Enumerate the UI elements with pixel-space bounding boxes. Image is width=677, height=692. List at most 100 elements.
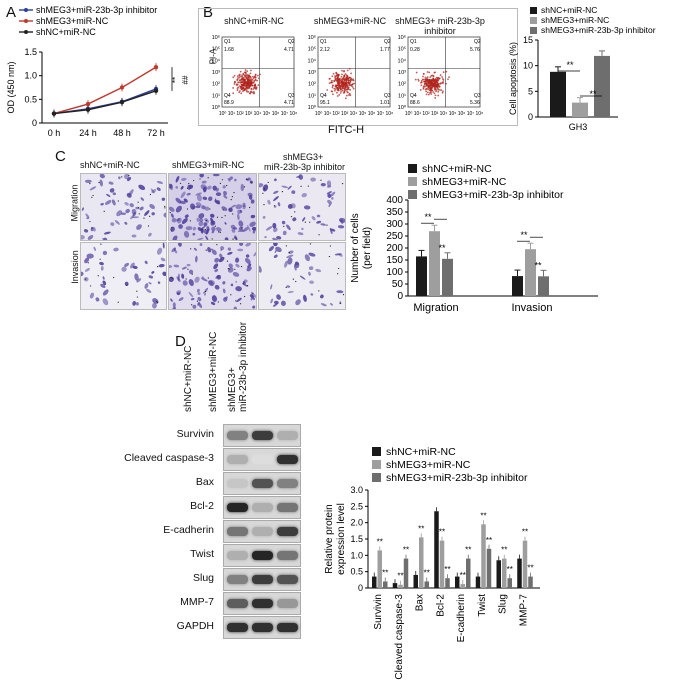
cell-pore	[193, 179, 195, 182]
flow-dot	[256, 74, 259, 77]
flow-dot	[346, 76, 349, 78]
cell	[132, 300, 137, 306]
growth-curve-chart: 0 0.5 1.0 1.5 0 h 24 h 48 h 72 h OD (450 nm) shME…	[6, 5, 190, 138]
cell	[169, 276, 174, 282]
chart-c-bar	[512, 276, 523, 296]
cell	[188, 279, 194, 287]
cell	[216, 227, 222, 232]
flow-q1-label: Q1	[410, 39, 417, 45]
flow-dot	[334, 89, 336, 92]
chart-b-ytick-label: 10	[523, 61, 533, 71]
blot-protein-label: GAPDH	[176, 620, 214, 632]
chart-a-point	[153, 64, 159, 70]
cell	[222, 281, 226, 285]
flow-dot	[250, 80, 253, 83]
flow-dot	[236, 78, 239, 81]
cell	[265, 226, 273, 231]
cell	[126, 176, 132, 182]
flow-dot	[257, 77, 260, 80]
cell	[151, 271, 155, 274]
flow-ytick-label: 10⁰	[212, 104, 221, 111]
flow-dot	[240, 80, 243, 83]
chart-a-legend-marker	[24, 8, 28, 12]
chart-b-ylabel: Cell apoptosis (%)	[508, 42, 518, 115]
flow-q2-value: 5.76	[470, 47, 480, 53]
cell	[161, 197, 166, 201]
chart-b-legend-label: shMEG3+miR-23b-3p inhibitor	[541, 25, 656, 35]
cell	[83, 229, 89, 233]
cell	[111, 199, 116, 206]
chart-b-bar	[550, 71, 566, 117]
cell	[326, 180, 332, 187]
flow-dot	[428, 71, 431, 74]
cell	[227, 247, 232, 251]
flow-dot	[439, 82, 442, 84]
flow-x-label: FITC-H	[328, 124, 365, 136]
chart-c-ylabel-2: (per field)	[362, 227, 373, 269]
cell-pore	[218, 231, 220, 233]
cell	[316, 220, 322, 224]
micrograph-migration-meg3	[168, 173, 257, 241]
flow-dot	[437, 77, 439, 79]
flow-dot	[340, 90, 343, 93]
cell-pore	[188, 182, 190, 185]
flow-dot	[243, 84, 246, 86]
cell-pore	[318, 290, 320, 292]
cell-pore	[242, 283, 244, 285]
chart-d-ytick-label: 2.5	[350, 501, 363, 511]
flow-dot	[430, 93, 433, 95]
flow-dot	[434, 78, 437, 80]
cell	[337, 225, 345, 229]
flow-dot	[335, 71, 338, 74]
chart-d-ytick-label: 3.0	[350, 485, 363, 495]
flow-q3-value: 4.71	[284, 100, 294, 106]
flow-dot	[447, 78, 449, 81]
flow-dot	[247, 90, 250, 93]
blot-band	[252, 575, 273, 584]
flow-dot	[347, 81, 350, 84]
cell-pore	[294, 211, 296, 213]
chart-c-ylabel: Number of cells	[350, 213, 361, 282]
flow-dot	[253, 86, 256, 89]
cell	[208, 196, 213, 202]
cell-pore	[216, 243, 218, 246]
blot-band	[227, 575, 248, 584]
cell	[92, 227, 96, 232]
flow-dot	[252, 88, 255, 90]
chart-c-ytick-label: 100	[386, 267, 403, 278]
chart-d-annotation: **	[501, 546, 507, 555]
chart-a-ytick-label: 0.5	[24, 94, 37, 104]
cell-pore	[246, 178, 248, 180]
flow-dot	[240, 85, 243, 88]
cell	[120, 212, 127, 215]
cell	[182, 266, 187, 270]
cell-pore	[189, 220, 191, 222]
chart-a-xtick-label: 48 h	[113, 128, 131, 138]
cell-pore	[262, 192, 264, 194]
cell	[195, 202, 202, 207]
chart-b-bar	[572, 102, 588, 117]
panel-label-b: B	[203, 4, 214, 21]
flow-dot	[429, 88, 432, 91]
cell-pore	[232, 238, 234, 240]
cell	[203, 229, 209, 235]
cell	[171, 247, 176, 253]
chart-c-ytick-label: 50	[392, 279, 404, 290]
cell	[210, 213, 215, 218]
cell	[286, 254, 294, 259]
blot-strip	[223, 448, 301, 471]
flow-dot	[435, 83, 438, 86]
cell	[130, 262, 135, 269]
cell	[121, 266, 127, 272]
chart-d-annotation: **	[480, 511, 486, 520]
cell-pore	[207, 177, 209, 179]
flow-dot	[336, 84, 338, 87]
micrograph-migration-inh	[258, 173, 346, 241]
blot-band	[277, 575, 298, 584]
cell-pore	[172, 277, 174, 279]
cell	[304, 254, 310, 262]
blot-band	[227, 623, 248, 632]
flow-dot	[344, 78, 347, 80]
flow-dot	[336, 95, 339, 97]
cell	[282, 230, 287, 236]
